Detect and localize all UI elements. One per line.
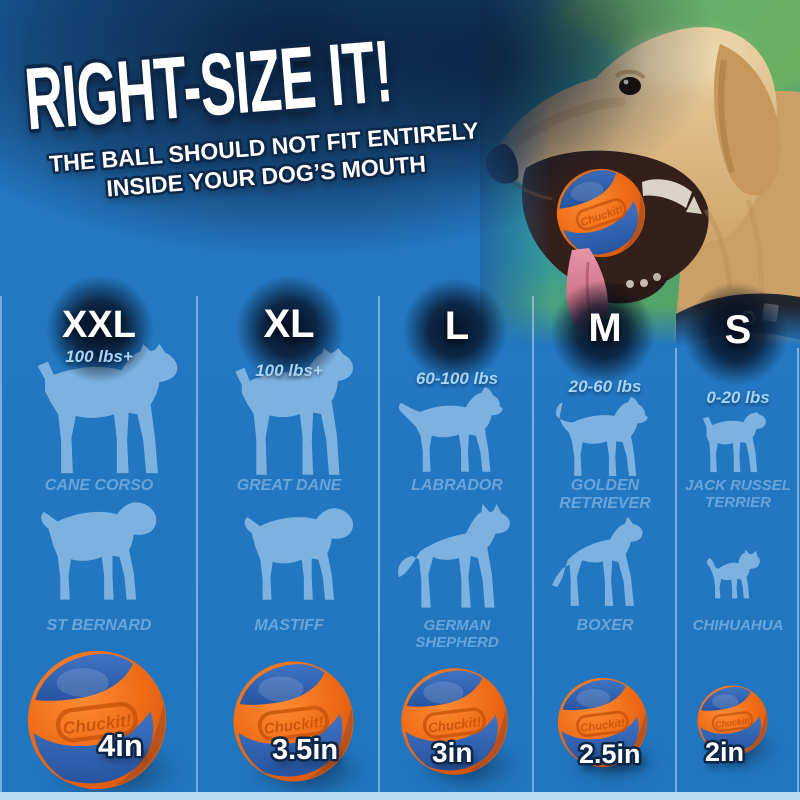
breed-label: ST BERNARD xyxy=(46,617,152,634)
breed-label: CHIHUAHUA xyxy=(692,617,784,634)
breed-label: MASTIFF xyxy=(254,617,324,634)
breed-label: JACK RUSSEL TERRIER xyxy=(685,477,791,512)
boxer-silhouette xyxy=(551,514,663,608)
size-label-xxl: XXL xyxy=(62,304,136,346)
chihuahua-silhouette xyxy=(702,550,764,602)
ball-size-label: 2.5in xyxy=(579,739,641,769)
breed-label: GREAT DANE xyxy=(236,477,342,494)
weight-label-l: 60-100 lbs xyxy=(415,369,499,388)
ball-size-label: 3.5in xyxy=(272,734,339,766)
bottom-edge-strip xyxy=(0,792,800,800)
size-label-xl: XL xyxy=(263,302,315,346)
column-divider xyxy=(196,296,198,792)
column-divider xyxy=(0,296,2,792)
breed-label: GERMAN SHEPHERD xyxy=(415,617,499,652)
breed-label: BOXER xyxy=(576,617,634,634)
weight-label-xl: 100 lbs+ xyxy=(255,361,323,380)
dog-photo xyxy=(480,0,800,346)
german-shepherd-silhouette xyxy=(388,504,530,610)
column-divider xyxy=(378,296,380,792)
weight-label-xxl: 100 lbs+ xyxy=(65,347,133,366)
breed-label: CANE CORSO xyxy=(44,477,154,494)
column-divider xyxy=(797,348,799,792)
breed-label: LABRADOR xyxy=(411,477,503,494)
ball-size-label: 4in xyxy=(98,728,143,763)
size-label-s: S xyxy=(724,308,752,352)
breed-label: GOLDEN RETRIEVER xyxy=(559,477,651,513)
column-divider xyxy=(532,296,534,792)
column-divider xyxy=(675,348,677,792)
chuckit-ball-4in xyxy=(25,648,169,792)
labrador-silhouette xyxy=(390,386,530,474)
ball-size-label: 3in xyxy=(432,737,473,768)
ball-size-label: 2in xyxy=(705,737,745,767)
jack-russel-silhouette xyxy=(696,412,780,474)
dog-eye xyxy=(619,77,641,95)
weight-label-s: 0-20 lbs xyxy=(706,388,770,407)
dog-ear xyxy=(713,44,781,196)
golden-retriever-silhouette xyxy=(549,396,671,478)
title-block: RIGHT-SIZE IT! THE BALL SHOULD NOT FIT E… xyxy=(16,18,517,209)
st-bernard-silhouette xyxy=(10,500,190,602)
size-label-l: L xyxy=(444,304,470,348)
mastiff-silhouette xyxy=(224,506,376,602)
